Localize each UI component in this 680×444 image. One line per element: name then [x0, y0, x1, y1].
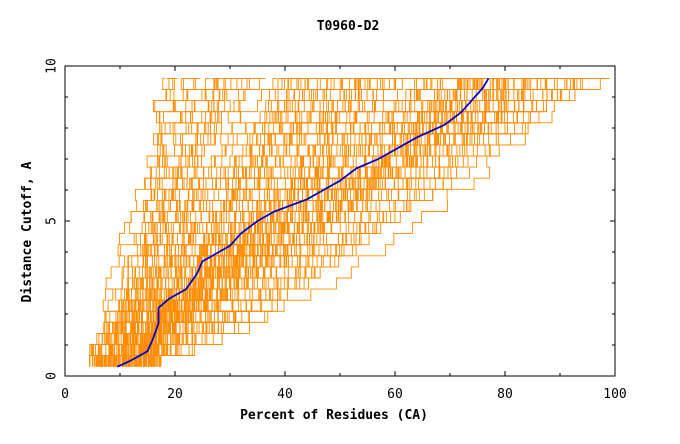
- model-lines-group: [89, 77, 610, 367]
- model-curve: [129, 77, 589, 367]
- model-curve: [131, 77, 286, 367]
- y-tick-label: 0: [45, 372, 60, 380]
- x-tick-label: 40: [277, 387, 293, 402]
- chart-title: T0960-D2: [317, 19, 380, 34]
- model-curve: [115, 77, 242, 367]
- model-curve: [123, 77, 330, 367]
- x-tick-label: 20: [167, 387, 183, 402]
- x-tick-label: 100: [603, 387, 626, 402]
- model-curve: [127, 77, 469, 367]
- x-tick-label: 60: [387, 387, 403, 402]
- highlighted-model-line: [116, 77, 490, 368]
- model-curve: [105, 77, 248, 367]
- model-curve: [103, 77, 238, 367]
- model-curve: [111, 77, 386, 367]
- model-curve: [152, 77, 440, 367]
- model-curve: [122, 77, 369, 367]
- model-curve: [133, 77, 178, 367]
- model-curve: [137, 77, 526, 367]
- model-curve: [139, 77, 478, 367]
- model-curve: [121, 77, 583, 367]
- model-curve: [89, 77, 177, 367]
- ticks-group: 0 20 40 60 80 100 0 5 10: [45, 58, 627, 402]
- x-axis-label: Percent of Residues (CA): [240, 408, 428, 423]
- y-axis-label: Distance Cutoff, A: [20, 161, 35, 302]
- model-curve: [101, 77, 351, 367]
- y-tick-label: 10: [45, 58, 60, 74]
- y-tick-label: 5: [45, 217, 60, 225]
- x-tick-label: 80: [497, 387, 513, 402]
- model-curve: [89, 77, 314, 367]
- model-curve: [117, 77, 497, 367]
- highlighted-model-group: [116, 77, 490, 368]
- x-tick-label: 0: [61, 387, 69, 402]
- model-curve: [138, 77, 511, 367]
